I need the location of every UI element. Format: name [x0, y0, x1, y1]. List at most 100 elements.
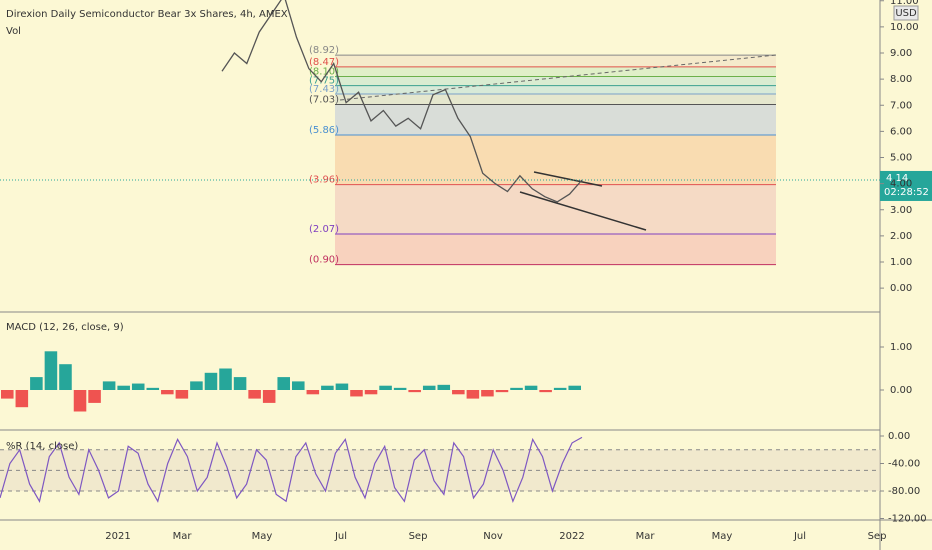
price-tick-label: 6.00: [890, 126, 912, 137]
macd-bar: [262, 390, 276, 403]
channel-line: [533, 171, 603, 187]
macd-bar: [1, 390, 14, 399]
trend-line: [339, 54, 777, 101]
time-label: Sep: [868, 531, 887, 542]
time-label: Jul: [793, 531, 806, 542]
fib-band: [335, 234, 776, 265]
macd-bar: [466, 390, 480, 399]
fib-label: (8.92): [309, 45, 339, 56]
fib-label: (7.43): [309, 84, 339, 95]
macd-bar: [248, 390, 261, 399]
wr-tick-label: -80.00: [888, 486, 920, 497]
axes: 11.00 10.00 9.00 8.00 7.00 6.00 5.00 4.00 3.00 2.…: [105, 0, 926, 542]
macd-bar: [379, 385, 392, 390]
macd-bar: [292, 381, 305, 390]
fib-band: [335, 85, 776, 95]
fib-label: (8.47): [309, 57, 339, 68]
macd-bar: [277, 377, 290, 390]
time-label: Mar: [173, 531, 193, 542]
macd-bar: [510, 387, 523, 390]
macd-bar: [408, 390, 421, 393]
fib-band: [335, 94, 776, 105]
price-tick-label: 7.00: [890, 100, 912, 111]
macd-tick-label: 1.00: [890, 342, 912, 353]
macd-bar: [553, 387, 567, 390]
macd-bar: [335, 383, 349, 390]
macd-bar: [568, 385, 581, 390]
wr-line: [0, 436, 583, 504]
fib-band: [335, 55, 776, 67]
macd-bar: [422, 385, 436, 390]
currency[interactable]: USD: [895, 8, 917, 19]
price-tag: [880, 170, 932, 201]
fib-label: (2.07): [309, 224, 339, 235]
macd-bar: [175, 390, 189, 399]
time-label: May: [712, 531, 733, 542]
price-tick-label: 9.00: [890, 48, 912, 59]
macd-bar: [495, 390, 509, 393]
macd-bar: [146, 387, 160, 390]
macd-bar: [15, 390, 29, 408]
time-label: 2021: [105, 531, 130, 542]
price-tick-label: 11.00: [890, 0, 919, 7]
fib-label: (7.03): [309, 94, 339, 105]
fib-label: (8.10): [309, 67, 339, 78]
macd-bar: [233, 377, 247, 390]
price-tick-label: 2.00: [890, 231, 912, 242]
time-label: Jul: [334, 531, 347, 542]
time-label: Nov: [483, 531, 503, 542]
macd-tick-label: 0.00: [890, 385, 912, 396]
countdown: 02:28:52: [884, 187, 929, 198]
price-tick-label: 1.00: [890, 257, 912, 268]
fib-retracement: (8.92)(8.47)(8.10)(7.75)(7.43)(7.03) (5.8…: [309, 45, 776, 266]
macd-bar: [437, 384, 451, 390]
price-tick-label: 5.00: [890, 153, 912, 164]
macd-bar: [190, 381, 203, 390]
williams-label: %R (14, close): [6, 441, 78, 452]
price-tick-label: 3.00: [890, 205, 912, 216]
price-tick-label: 0.00: [890, 283, 912, 294]
macd-label: MACD (12, 26, close, 9): [6, 322, 124, 333]
time-label: 2022: [559, 531, 584, 542]
macd-bar: [481, 390, 494, 397]
macd-bar: [204, 372, 218, 390]
price-tick-label: 4.00: [890, 179, 912, 190]
fib-band: [335, 104, 776, 136]
fib-label: (0.90): [309, 255, 339, 266]
macd-bar: [321, 385, 334, 390]
currency-box[interactable]: [893, 5, 919, 21]
time-label: Mar: [636, 531, 656, 542]
channel-line: [519, 191, 647, 231]
fib-band: [335, 184, 776, 235]
time-label: Sep: [409, 531, 428, 542]
chart-title: Direxion Daily Semiconductor Bear 3x Sha…: [6, 9, 288, 20]
macd-bar: [73, 390, 87, 412]
price-tag-label: 4.14: [886, 173, 908, 184]
macd-bar: [102, 381, 116, 390]
fib-band: [335, 66, 776, 77]
price-tick-label: 8.00: [890, 74, 912, 85]
time-label: May: [252, 531, 273, 542]
macd-bar: [306, 390, 320, 395]
macd-bar: [539, 390, 552, 393]
fib-band: [335, 135, 776, 185]
wr-tick-label: -120.00: [888, 514, 927, 525]
macd-bar: [219, 368, 232, 390]
volume-label: Vol: [6, 26, 21, 37]
macd-pane: [1, 351, 581, 412]
price-line: [221, 0, 583, 203]
macd-bar: [44, 351, 58, 390]
macd-bar: [117, 385, 130, 390]
price-tick-label: 10.00: [890, 22, 919, 33]
macd-bar: [30, 377, 43, 390]
fib-band: [335, 76, 776, 86]
macd-bar: [350, 390, 363, 397]
wr-tick-label: -40.00: [888, 459, 920, 470]
macd-bar: [59, 364, 72, 390]
macd-bar: [452, 390, 465, 395]
macd-bar: [131, 383, 145, 390]
wr-tick-label: 0.00: [888, 431, 910, 442]
price-pane: 4.14 02:28:52: [0, 0, 932, 203]
fib-label: (5.86): [309, 125, 339, 136]
